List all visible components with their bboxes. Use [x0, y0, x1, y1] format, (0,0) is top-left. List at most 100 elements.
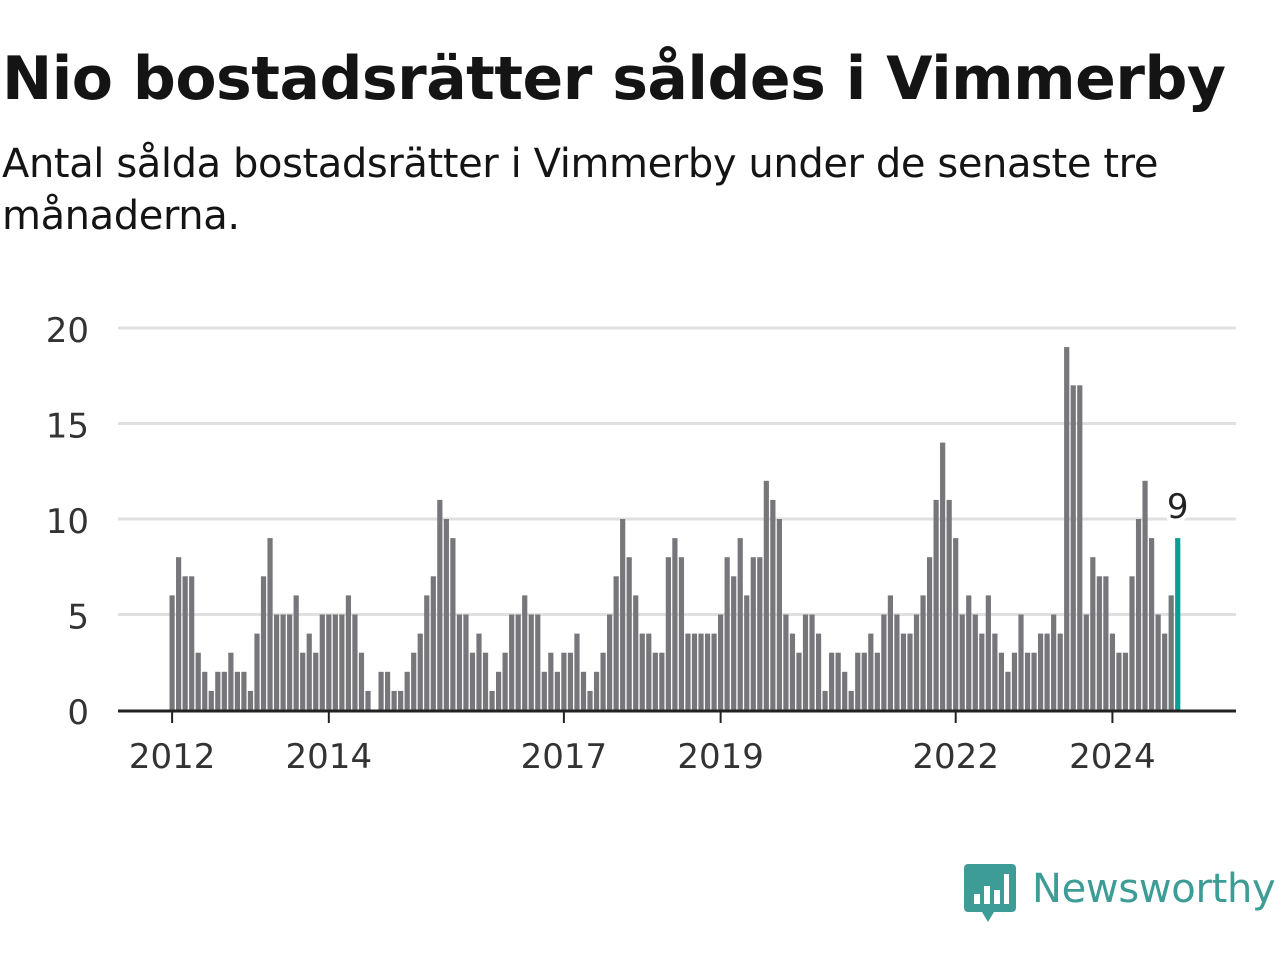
bar: [424, 595, 430, 710]
bar: [829, 652, 835, 710]
highlight-value-label: 9: [1167, 487, 1189, 527]
bar: [665, 557, 671, 710]
bar: [900, 633, 907, 710]
bar: [182, 576, 188, 710]
bar: [502, 652, 508, 710]
bar: [979, 633, 985, 710]
bar: [1168, 595, 1174, 710]
bar: [1051, 614, 1057, 710]
bar: [450, 538, 456, 710]
bar: [169, 595, 175, 710]
y-tick-label: 15: [46, 407, 89, 447]
bar: [202, 671, 208, 710]
bar: [391, 690, 397, 710]
bar: [822, 690, 828, 710]
bar: [293, 595, 299, 710]
bar: [763, 480, 769, 710]
bar: [1070, 385, 1076, 710]
bar: [456, 614, 463, 710]
bar: [300, 652, 306, 710]
bar: [607, 614, 613, 710]
bar: [913, 614, 920, 710]
bar: [868, 633, 874, 710]
bar: [313, 652, 319, 710]
y-tick-label: 10: [46, 502, 89, 542]
bar: [398, 690, 404, 710]
bar: [535, 614, 541, 710]
bar: [417, 633, 423, 710]
bar: [646, 633, 652, 710]
bar: [600, 652, 606, 710]
bar: [848, 690, 854, 710]
x-axis-ticks: 2012 2014 2017 2019 2022 2024: [129, 712, 1156, 777]
bar: [789, 633, 796, 710]
bar: [633, 595, 639, 710]
bar: [737, 538, 743, 710]
bar: [620, 519, 626, 710]
bar: [554, 671, 560, 710]
bar: [1024, 652, 1031, 710]
bar: [874, 652, 880, 710]
bar: [593, 671, 600, 710]
bar: [776, 519, 782, 710]
bar: [241, 671, 247, 710]
bar: [332, 614, 338, 710]
bar: [894, 614, 900, 710]
bar: [920, 595, 926, 710]
bar: [698, 633, 704, 710]
y-tick-label: 0: [67, 693, 89, 733]
bar: [548, 652, 554, 710]
bar: [704, 633, 711, 710]
bar: [1077, 385, 1083, 710]
bar: [861, 652, 867, 710]
bar: [757, 557, 763, 710]
bar: [1090, 557, 1096, 710]
page-title: Nio bostadsrätter såldes i Vimmerby: [2, 44, 1226, 114]
bar: [1116, 652, 1122, 710]
bar: [260, 576, 267, 710]
bar: [430, 576, 436, 710]
y-axis-ticks: 0 5 10 15 20: [46, 311, 89, 733]
bar: [770, 499, 776, 710]
bar: [567, 652, 574, 710]
bar: [509, 614, 515, 710]
brand-name: Newsworthy: [1032, 866, 1276, 912]
bar: [887, 595, 893, 710]
y-tick-label: 5: [67, 598, 89, 638]
bar: [1096, 576, 1102, 710]
bar: [1162, 633, 1168, 710]
bar: [835, 652, 841, 710]
x-tick-label: 2019: [677, 737, 764, 777]
bar: [724, 557, 730, 710]
bar: [352, 614, 358, 710]
bar: [1103, 576, 1109, 710]
bar: [907, 633, 913, 710]
bar: [691, 633, 698, 710]
bar: [1018, 614, 1024, 710]
bar: [482, 652, 489, 710]
bar: [273, 614, 280, 710]
bar: [469, 652, 476, 710]
x-tick-label: 2024: [1069, 737, 1156, 777]
x-tick-label: 2012: [129, 737, 216, 777]
x-tick-label: 2022: [912, 737, 999, 777]
bar: [744, 595, 750, 710]
bar: [1135, 519, 1142, 710]
bar: [1011, 652, 1018, 710]
bar: [966, 595, 972, 710]
bar: [926, 557, 933, 710]
bar: [267, 538, 273, 710]
bar: [528, 614, 534, 710]
bar: [711, 633, 717, 710]
bar: [221, 671, 227, 710]
newsworthy-logo-icon: [964, 864, 1016, 922]
bar: [1155, 614, 1161, 710]
bar: [1149, 538, 1155, 710]
bar: [998, 652, 1005, 710]
bar: [855, 652, 861, 710]
bar: [1037, 633, 1044, 710]
bar: [496, 671, 502, 710]
bar: [587, 690, 593, 710]
bar: [731, 576, 737, 710]
bar: [234, 671, 240, 710]
